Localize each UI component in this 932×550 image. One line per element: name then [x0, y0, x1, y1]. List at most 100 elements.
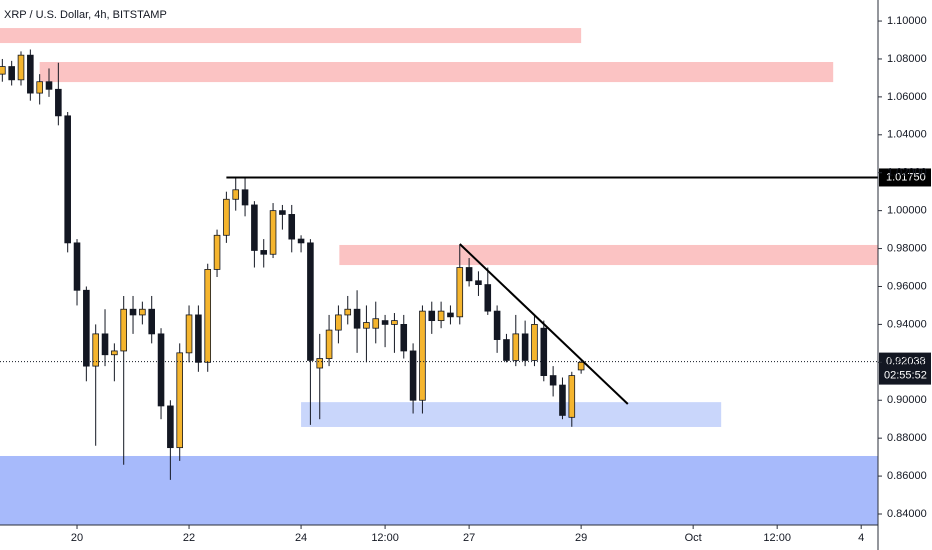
- candle-body: [0, 66, 6, 75]
- candle-body: [559, 384, 566, 416]
- candle-body: [381, 320, 389, 325]
- y-tick-label: 0.98000: [887, 242, 927, 254]
- candle-body: [148, 308, 155, 335]
- zone: [0, 28, 582, 44]
- candle-body: [344, 308, 352, 316]
- candle-body: [92, 333, 99, 367]
- y-tick-label: 1.08000: [887, 53, 927, 65]
- trend-line: [459, 243, 629, 405]
- candle-body: [139, 308, 146, 316]
- candle-body: [456, 267, 464, 318]
- candle-body: [503, 339, 510, 361]
- x-tick-label: 24: [295, 532, 307, 544]
- candle-body: [185, 314, 193, 354]
- candle-body: [325, 329, 333, 359]
- candle-body: [223, 198, 230, 236]
- x-tick-label: 12:00: [371, 532, 399, 544]
- candle-body: [297, 238, 305, 244]
- candle-body: [409, 350, 417, 401]
- y-tick-label: 0.84000: [887, 508, 927, 520]
- candle-body: [316, 358, 324, 369]
- candle-body: [279, 210, 286, 215]
- zone: [339, 244, 878, 266]
- y-tick-label: 1.00000: [887, 205, 927, 217]
- candle-body: [540, 327, 548, 376]
- candle-body: [493, 310, 501, 340]
- candle-body: [45, 81, 53, 90]
- last-price-label: 0.92038: [886, 356, 926, 368]
- candle-body: [400, 324, 408, 352]
- candle-body: [288, 214, 296, 240]
- countdown-label: 02:55:52: [884, 370, 927, 382]
- candle-body: [363, 322, 370, 329]
- zone: [301, 402, 722, 427]
- candle-body: [419, 310, 426, 401]
- resistance-badge: [879, 168, 931, 187]
- candle-body: [484, 284, 492, 312]
- x-tick-label: 27: [463, 532, 475, 544]
- y-tick-label: 0.94000: [887, 318, 927, 330]
- overlays: 1.01750 0.92038 02:55:52: [0, 168, 931, 405]
- y-tick-label: 0.92000: [887, 356, 927, 368]
- candle-body: [232, 189, 240, 200]
- candle-body: [167, 405, 174, 449]
- candle-body: [577, 361, 585, 371]
- candle-body: [335, 314, 342, 331]
- candle-body: [549, 375, 557, 386]
- candle-body: [55, 88, 62, 117]
- x-tick-label: 22: [183, 532, 195, 544]
- y-tick-label: 0.86000: [887, 470, 927, 482]
- x-tick-label: 20: [71, 532, 83, 544]
- candle-body: [73, 242, 81, 291]
- candle-body: [27, 54, 34, 94]
- candle-body: [8, 66, 15, 81]
- candle-body: [269, 210, 277, 255]
- candle-body: [129, 308, 137, 316]
- candle-body: [475, 280, 482, 285]
- candle-body: [353, 308, 361, 329]
- candle-body: [531, 324, 538, 361]
- candle-body: [111, 350, 118, 356]
- candle-body: [17, 54, 25, 81]
- y-tick-label: 1.06000: [887, 91, 927, 103]
- zones: [0, 28, 878, 525]
- candle-body: [241, 189, 249, 206]
- zone: [39, 61, 834, 83]
- y-tick-label: 1.02000: [887, 167, 927, 179]
- candle-body: [157, 333, 165, 407]
- candles: [0, 49, 585, 480]
- candle-body: [101, 333, 109, 356]
- x-tick-label: Oct: [685, 532, 702, 544]
- resistance-label: 1.01750: [886, 171, 926, 183]
- y-tick-label: 0.96000: [887, 280, 927, 292]
- candle-body: [64, 115, 71, 244]
- candle-body: [120, 308, 127, 352]
- x-tick-label: 4: [858, 532, 864, 544]
- candle-body: [437, 310, 445, 322]
- candle-body: [521, 333, 529, 361]
- last-price-badge: [879, 352, 931, 385]
- candle-body: [307, 242, 314, 361]
- y-tick-label: 0.88000: [887, 432, 927, 444]
- candle-body: [251, 204, 258, 251]
- candle-body: [391, 320, 398, 325]
- y-tick-label: 1.04000: [887, 129, 927, 141]
- x-tick-label: 12:00: [763, 532, 791, 544]
- candle-body: [204, 269, 212, 363]
- candle-body: [372, 318, 380, 329]
- candle-body: [195, 314, 202, 363]
- candle-body: [213, 234, 221, 270]
- candle-body: [465, 267, 473, 282]
- y-tick-label: 0.90000: [887, 394, 927, 406]
- candle-body: [447, 312, 454, 318]
- x-tick-label: 29: [575, 532, 587, 544]
- candle-body: [260, 250, 268, 255]
- candle-body: [83, 289, 90, 367]
- y-tick-label: 1.10000: [887, 15, 927, 27]
- zone: [0, 455, 878, 525]
- candle-body: [36, 81, 43, 94]
- chart-title: XRP / U.S. Dollar, 4h, BITSTAMP: [4, 9, 167, 21]
